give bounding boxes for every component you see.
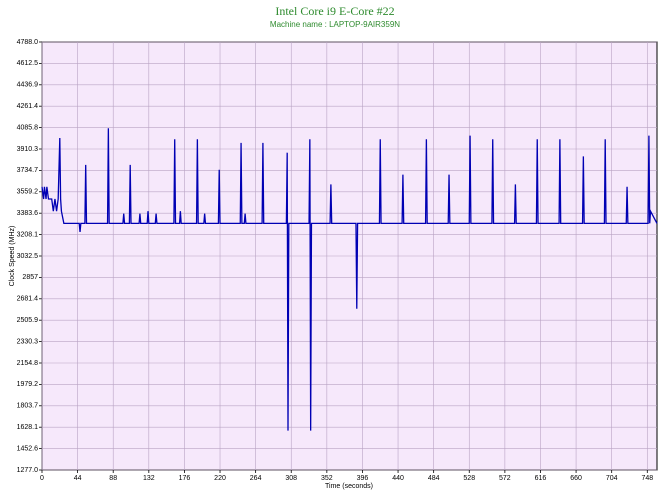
y-tick-label: 3032.5 (17, 253, 39, 260)
x-tick-label: 220 (214, 475, 226, 482)
y-axis-label: Clock Speed (MHz) (9, 226, 16, 287)
x-tick-label: 616 (535, 475, 547, 482)
x-axis-label: Time (seconds) (325, 483, 373, 490)
y-tick-label: 4788.0 (17, 39, 39, 46)
x-tick-label: 264 (250, 475, 262, 482)
y-tick-label: 1277.0 (17, 467, 39, 474)
y-tick-label: 3734.7 (17, 167, 39, 174)
x-tick-label: 308 (285, 475, 297, 482)
x-tick-label: 0 (40, 475, 44, 482)
y-tick-label: 2681.4 (17, 296, 39, 303)
y-tick-label: 3910.3 (17, 146, 39, 153)
y-tick-label: 1628.1 (17, 424, 39, 431)
x-tick-label: 396 (357, 475, 369, 482)
y-tick-label: 3208.1 (17, 231, 39, 238)
y-tick-label: 1803.7 (17, 403, 39, 410)
x-tick-label: 44 (74, 475, 82, 482)
y-tick-label: 1979.2 (17, 381, 39, 388)
y-tick-label: 4085.8 (17, 124, 39, 131)
x-tick-label: 484 (428, 475, 440, 482)
y-tick-label: 3559.2 (17, 189, 39, 196)
x-tick-label: 528 (463, 475, 475, 482)
y-tick-label: 2857 (22, 274, 38, 281)
x-tick-label: 352 (321, 475, 333, 482)
y-tick-label: 2154.8 (17, 360, 39, 367)
x-tick-label: 132 (143, 475, 155, 482)
y-tick-label: 4261.4 (17, 103, 39, 110)
chart-subtitle: Machine name : LAPTOP-9AIR359N (270, 20, 400, 29)
y-tick-label: 1452.6 (17, 445, 39, 452)
y-tick-label: 2505.9 (17, 317, 39, 324)
x-tick-label: 440 (392, 475, 404, 482)
x-tick-label: 748 (641, 475, 653, 482)
x-tick-label: 572 (499, 475, 511, 482)
x-tick-label: 660 (570, 475, 582, 482)
x-tick-label: 88 (109, 475, 117, 482)
data-line (41, 128, 658, 431)
y-tick-label: 2330.3 (17, 338, 39, 345)
x-tick-label: 704 (606, 475, 618, 482)
x-tick-label: 176 (179, 475, 191, 482)
y-tick-label: 4612.5 (17, 60, 39, 67)
y-tick-label: 3383.6 (17, 210, 39, 217)
chart-title: Intel Core i9 E-Core #22 (275, 4, 394, 18)
y-tick-label: 4436.9 (17, 82, 39, 89)
